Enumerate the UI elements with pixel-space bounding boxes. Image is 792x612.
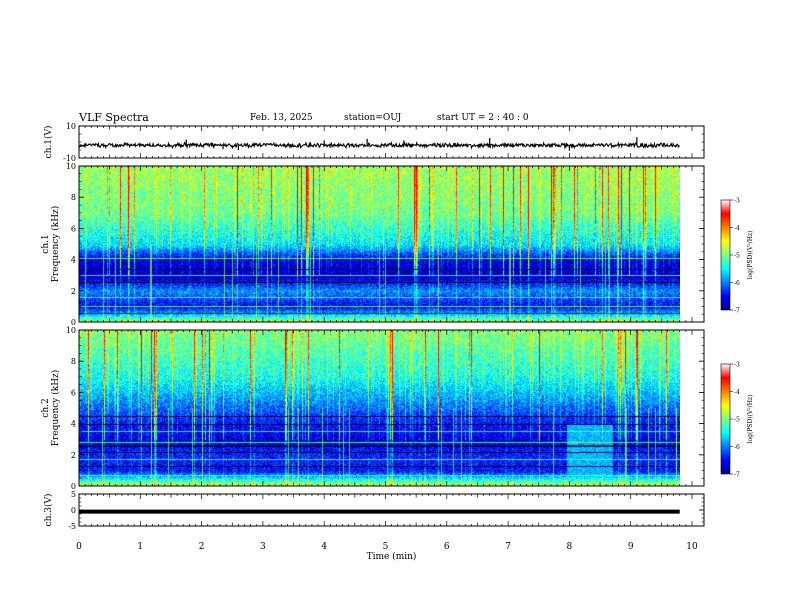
x-axis-label: Time (min) <box>367 551 417 562</box>
x-tick-label: 10 <box>686 542 698 552</box>
ch1-waveform-y-tick-label: -10 <box>63 154 76 163</box>
date-label: Feb. 13, 2025 <box>250 113 313 123</box>
x-tick-label: 4 <box>321 542 327 552</box>
ch2-colorbar-tick-label: -5 <box>734 417 740 424</box>
ch2-colorbar-tick-label: -3 <box>734 362 740 369</box>
ch2-spectrogram-y-tick-label: 8 <box>71 357 76 366</box>
ch2-colorbar-label-text: log(PSD)(V²/Hz) <box>747 395 754 444</box>
ch2-spectrogram-y-tick-label: 10 <box>66 326 76 335</box>
x-tick-label: 8 <box>567 542 573 552</box>
ch1-spectrogram-ylabel: ch.1 Frequency (kHz) <box>41 206 61 283</box>
ch2-colorbar-tick-label: -4 <box>734 389 740 396</box>
x-tick-label: 9 <box>628 542 634 552</box>
ch1-spectrogram-ylabel-line: ch.1 <box>41 234 51 253</box>
ch3-waveform-ylabel-line: ch.3(V) <box>43 494 54 527</box>
ch2-colorbar-tick-label: -6 <box>734 444 740 451</box>
ch1-spectrogram-y-tick-label: 8 <box>71 193 76 202</box>
x-tick-label: 3 <box>260 542 266 552</box>
ch1-colorbar-tick-label: -7 <box>734 308 740 315</box>
ch1-waveform-ylabel-line: ch.1(V) <box>43 126 54 159</box>
ch1-spectrogram-y-tick-label: 0 <box>71 318 76 327</box>
ch3-waveform-y-tick-label: -5 <box>68 522 76 531</box>
ch1-waveform-ylabel: ch.1(V) <box>43 126 54 159</box>
ch1-spectrogram-y-tick-label: 10 <box>66 162 76 171</box>
ch2-spectrogram-ylabel-line: Frequency (kHz) <box>50 370 61 447</box>
start-ut-label: start UT = 2 : 40 : 0 <box>437 113 529 123</box>
ch2-spectrogram-ylabel: ch.2 Frequency (kHz) <box>41 370 61 447</box>
plot-area <box>78 137 680 514</box>
ch2-spectrogram-y-tick-label: 4 <box>71 420 76 429</box>
ch2-spectrogram-image <box>79 330 680 486</box>
ch1-spectrogram-y-tick-label: 6 <box>71 224 76 233</box>
x-tick-label: 1 <box>137 542 143 552</box>
ch3-waveform-y-tick-label: 0 <box>71 506 76 515</box>
ch2-colorbar-label: log(PSD)(V²/Hz) <box>747 395 754 444</box>
ch3-waveform-y-tick-label: 5 <box>71 490 76 499</box>
ch1-colorbar-tick-label: -4 <box>734 225 740 232</box>
ch1-waveform-y-tick-label: 10 <box>66 122 76 131</box>
ch3-waveform-ylabel: ch.3(V) <box>43 494 54 527</box>
ch2-spectrogram-ylabel-line: ch.2 <box>41 398 51 417</box>
ch1-spectrogram-ylabel-line: Frequency (kHz) <box>50 206 61 283</box>
ch1-colorbar-tick-label: -3 <box>734 198 740 205</box>
ch1-waveform-trace <box>78 140 680 150</box>
ch2-colorbar <box>720 363 731 475</box>
x-tick-label: 5 <box>383 542 389 552</box>
station-label: station=OUJ <box>344 113 402 123</box>
ch1-colorbar-label: log(PSD)(V²/Hz) <box>747 231 754 280</box>
ch1-spectrogram-y-tick-label: 2 <box>71 287 76 296</box>
x-tick-label: 6 <box>444 542 450 552</box>
ch2-spectrogram-y-tick-label: 6 <box>71 388 76 397</box>
x-tick-label: 2 <box>199 542 205 552</box>
ch1-spectrogram-image <box>79 166 680 322</box>
ch1-colorbar-tick-label: -5 <box>734 253 740 260</box>
ch1-colorbar-label-text: log(PSD)(V²/Hz) <box>747 231 754 280</box>
ch1-spectrogram-y-tick-label: 4 <box>71 256 76 265</box>
ch2-colorbar-tick-label: -7 <box>734 472 740 479</box>
x-tick-label: 0 <box>76 542 82 552</box>
ch2-spectrogram-y-tick-label: 2 <box>71 451 76 460</box>
ch1-colorbar-tick-label: -6 <box>734 280 740 287</box>
ch2-spectrogram-y-tick-label: 0 <box>71 482 76 491</box>
chart-title: VLF Spectra <box>79 111 149 124</box>
ch1-colorbar <box>720 199 731 311</box>
x-tick-label: 7 <box>505 542 511 552</box>
